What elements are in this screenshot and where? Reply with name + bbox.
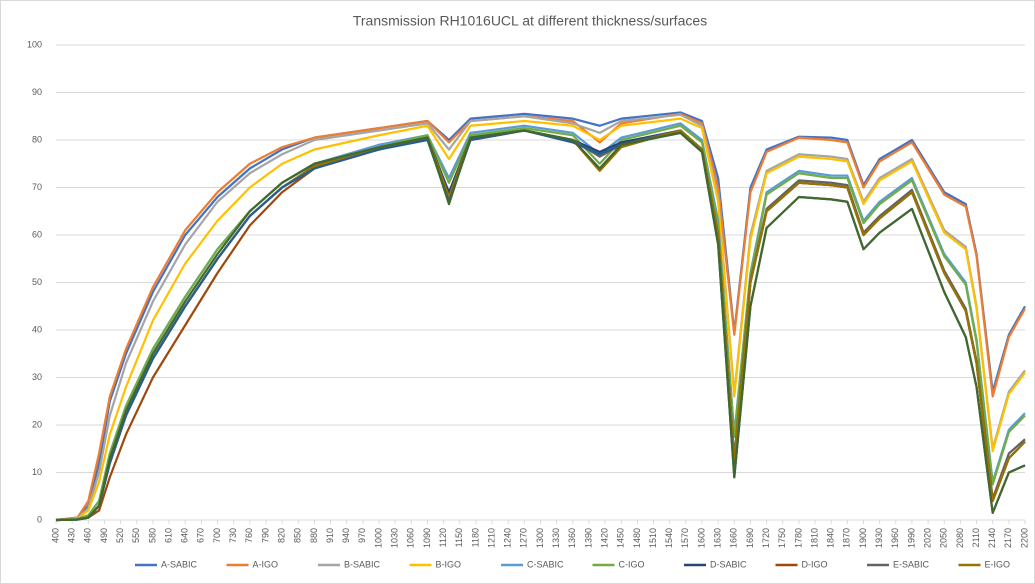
y-tick-label: 70 bbox=[32, 182, 42, 192]
legend-label: C-SABIC bbox=[527, 559, 564, 569]
x-tick-label: 1900 bbox=[858, 528, 868, 548]
legend-label: B-IGO bbox=[436, 559, 462, 569]
x-tick-label: 1630 bbox=[713, 528, 723, 548]
x-tick-label: 970 bbox=[357, 528, 367, 543]
y-tick-label: 20 bbox=[32, 419, 42, 429]
x-tick-label: 400 bbox=[50, 528, 60, 543]
x-tick-label: 2140 bbox=[987, 528, 997, 548]
x-tick-label: 1240 bbox=[503, 528, 513, 548]
x-tick-label: 1210 bbox=[486, 528, 496, 548]
y-tick-label: 80 bbox=[32, 134, 42, 144]
x-tick-label: 1150 bbox=[454, 528, 464, 547]
x-tick-label: 2170 bbox=[1003, 528, 1013, 548]
x-tick-label: 2200 bbox=[1019, 528, 1029, 548]
y-tick-label: 30 bbox=[32, 372, 42, 382]
x-tick-label: 1330 bbox=[551, 528, 561, 548]
x-tick-label: 730 bbox=[228, 528, 238, 543]
x-tick-label: 1720 bbox=[761, 528, 771, 548]
y-tick-label: 0 bbox=[37, 514, 42, 524]
x-tick-label: 1960 bbox=[890, 528, 900, 548]
x-tick-label: 1120 bbox=[438, 528, 448, 547]
x-tick-label: 1060 bbox=[406, 528, 416, 548]
x-tick-label: 550 bbox=[131, 528, 141, 543]
x-tick-label: 1840 bbox=[826, 528, 836, 548]
x-tick-label: 460 bbox=[83, 528, 93, 543]
y-tick-label: 40 bbox=[32, 324, 42, 334]
x-tick-label: 1750 bbox=[777, 528, 787, 548]
x-tick-label: 1870 bbox=[842, 528, 852, 548]
legend-label: D-SABIC bbox=[710, 559, 747, 569]
x-tick-label: 1690 bbox=[745, 528, 755, 548]
x-tick-label: 490 bbox=[99, 528, 109, 543]
x-tick-label: 1180 bbox=[470, 528, 480, 547]
x-tick-label: 610 bbox=[163, 528, 173, 543]
x-tick-label: 430 bbox=[67, 528, 77, 543]
x-tick-label: 1810 bbox=[809, 528, 819, 548]
x-tick-label: 1090 bbox=[422, 528, 432, 548]
series-line bbox=[55, 117, 1026, 522]
x-tick-label: 2080 bbox=[955, 528, 965, 548]
x-tick-label: 2110 bbox=[971, 528, 981, 547]
x-tick-label: 790 bbox=[260, 528, 270, 543]
x-tick-label: 1930 bbox=[874, 528, 884, 548]
legend-label: A-SABIC bbox=[161, 559, 198, 569]
x-tick-label: 520 bbox=[115, 528, 125, 543]
y-tick-label: 100 bbox=[27, 39, 42, 49]
series-line bbox=[55, 113, 1026, 522]
chart-title: Transmission RH1016UCL at different thic… bbox=[353, 13, 707, 29]
x-tick-label: 940 bbox=[341, 528, 351, 543]
x-tick-label: 1450 bbox=[616, 528, 626, 548]
y-tick-label: 60 bbox=[32, 229, 42, 239]
legend-label: B-SABIC bbox=[344, 559, 381, 569]
legend-label: E-SABIC bbox=[893, 559, 930, 569]
y-tick-label: 90 bbox=[32, 87, 42, 97]
x-tick-label: 1540 bbox=[664, 528, 674, 548]
x-tick-label: 1600 bbox=[696, 528, 706, 548]
x-tick-label: 2020 bbox=[922, 528, 932, 548]
x-tick-label: 1660 bbox=[729, 528, 739, 548]
legend-label: D-IGO bbox=[802, 559, 828, 569]
x-tick-label: 1390 bbox=[583, 528, 593, 548]
x-tick-label: 1300 bbox=[535, 528, 545, 548]
x-tick-label: 1570 bbox=[680, 528, 690, 548]
legend-label: A-IGO bbox=[253, 559, 279, 569]
series-line bbox=[55, 111, 1026, 522]
x-tick-label: 1510 bbox=[648, 528, 658, 548]
x-tick-label: 820 bbox=[276, 528, 286, 543]
x-tick-label: 640 bbox=[180, 528, 190, 543]
y-tick-label: 10 bbox=[32, 467, 42, 477]
legend-label: E-IGO bbox=[985, 559, 1011, 569]
x-tick-label: 670 bbox=[196, 528, 206, 543]
series-line bbox=[55, 129, 1026, 522]
x-tick-label: 1780 bbox=[793, 528, 803, 548]
legend-label: C-IGO bbox=[619, 559, 645, 569]
x-tick-label: 1000 bbox=[373, 528, 383, 548]
y-tick-label: 50 bbox=[32, 277, 42, 287]
x-tick-label: 1480 bbox=[632, 528, 642, 548]
x-tick-label: 880 bbox=[309, 528, 319, 543]
x-tick-label: 760 bbox=[244, 528, 254, 543]
x-tick-label: 850 bbox=[293, 528, 303, 543]
x-tick-label: 1360 bbox=[567, 528, 577, 548]
x-tick-label: 910 bbox=[325, 528, 335, 543]
x-tick-label: 1270 bbox=[519, 528, 529, 548]
x-tick-label: 1030 bbox=[390, 528, 400, 548]
x-tick-label: 2050 bbox=[939, 528, 949, 548]
x-tick-label: 1420 bbox=[599, 528, 609, 548]
x-tick-label: 700 bbox=[212, 528, 222, 543]
x-tick-label: 1990 bbox=[906, 528, 916, 548]
x-tick-label: 580 bbox=[147, 528, 157, 543]
